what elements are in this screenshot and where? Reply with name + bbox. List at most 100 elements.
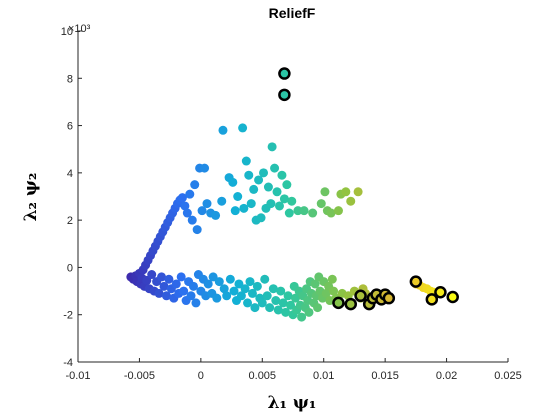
- data-point: [219, 284, 229, 294]
- y-tick-label: 10: [61, 26, 73, 38]
- y-tick-label: 4: [67, 168, 73, 180]
- data-point: [171, 279, 181, 289]
- data-point: [346, 196, 356, 206]
- data-point: [177, 193, 187, 203]
- data-point: [159, 281, 169, 291]
- x-tick-label: 0.015: [371, 370, 399, 382]
- x-tick-label: 0.005: [249, 370, 277, 382]
- data-point: [254, 175, 264, 185]
- data-point: [273, 305, 283, 315]
- y-tick-label: 2: [67, 215, 73, 227]
- data-point: [265, 303, 275, 313]
- data-point: [250, 303, 260, 313]
- data-point: [229, 286, 239, 296]
- data-point: [218, 125, 228, 135]
- data-point: [326, 208, 336, 218]
- data-point: [282, 180, 292, 190]
- data-point: [299, 206, 309, 216]
- data-point: [268, 284, 278, 294]
- chart-title: ReliefF: [269, 5, 316, 21]
- data-point: [164, 274, 174, 284]
- x-tick-label: 0.02: [436, 370, 457, 382]
- data-point: [272, 187, 282, 197]
- data-point: [274, 201, 284, 211]
- data-point: [249, 184, 259, 194]
- data-point: [308, 208, 318, 218]
- data-point: [212, 293, 222, 303]
- data-point: [266, 199, 276, 209]
- data-point: [260, 274, 270, 284]
- data-point: [239, 203, 249, 213]
- x-tick-label: 0.01: [313, 370, 334, 382]
- data-point: [284, 208, 294, 218]
- data-point: [234, 279, 244, 289]
- data-point: [182, 208, 192, 218]
- data-point: [262, 291, 272, 301]
- data-point: [270, 163, 280, 173]
- data-points: [126, 123, 439, 322]
- data-point: [320, 187, 330, 197]
- data-point: [257, 298, 267, 308]
- y-tick-label: 0: [67, 262, 73, 274]
- data-point: [321, 288, 331, 298]
- y-tick-label: -2: [63, 310, 73, 322]
- x-tick-label: -0.005: [124, 370, 155, 382]
- data-point: [179, 286, 189, 296]
- data-point: [353, 187, 363, 197]
- data-point: [256, 213, 266, 223]
- data-point: [313, 303, 323, 313]
- y-tick-label: 6: [67, 121, 73, 133]
- data-point: [188, 281, 198, 291]
- data-point: [228, 177, 238, 187]
- y-tick-label: 8: [67, 73, 73, 85]
- data-point: [267, 142, 277, 152]
- data-point: [161, 291, 171, 301]
- data-point: [191, 298, 201, 308]
- data-point: [297, 312, 307, 322]
- data-point: [271, 296, 281, 306]
- y-axis-exponent-label: ×10³: [68, 23, 91, 35]
- data-point: [279, 194, 289, 204]
- highlighted-point: [332, 296, 345, 310]
- data-point: [147, 270, 157, 280]
- data-point: [186, 291, 196, 301]
- data-point: [283, 291, 293, 301]
- data-point: [341, 187, 351, 197]
- highlighted-point: [278, 67, 291, 80]
- y-tick-label: -4: [63, 357, 73, 369]
- data-point: [233, 192, 243, 201]
- y-axis-label: λ₂ ψ₂: [21, 173, 41, 222]
- data-point: [180, 201, 190, 211]
- data-point: [286, 300, 296, 310]
- data-point: [304, 307, 314, 317]
- data-point: [200, 163, 210, 173]
- data-point: [316, 199, 326, 209]
- highlighted-point: [409, 275, 423, 288]
- highlighted-point: [278, 88, 291, 102]
- data-point: [329, 286, 339, 296]
- data-point: [187, 215, 197, 225]
- data-point: [244, 170, 254, 180]
- data-point: [157, 272, 167, 282]
- highlighted-points: [278, 67, 459, 311]
- data-point: [240, 284, 250, 294]
- data-point: [211, 210, 221, 220]
- data-point: [281, 307, 291, 317]
- x-tick-label: 0.025: [494, 370, 522, 382]
- x-tick-label: 0: [198, 370, 204, 382]
- data-point: [287, 196, 297, 206]
- highlighted-point: [354, 289, 367, 303]
- highlighted-point: [344, 297, 357, 311]
- data-point: [276, 286, 286, 296]
- data-point: [290, 293, 300, 303]
- x-axis-label: λ₁ ψ₁: [268, 393, 317, 413]
- data-point: [190, 180, 200, 190]
- data-point: [245, 277, 255, 287]
- data-point: [214, 277, 224, 287]
- data-point: [230, 206, 240, 216]
- data-point: [185, 189, 195, 199]
- data-point: [208, 272, 218, 282]
- data-point: [197, 206, 207, 216]
- axes: -0.01 -0.005 0 0.005 0.01 0.015 0.02 0.025 -4 -2 0…: [61, 26, 522, 382]
- data-point: [241, 156, 251, 166]
